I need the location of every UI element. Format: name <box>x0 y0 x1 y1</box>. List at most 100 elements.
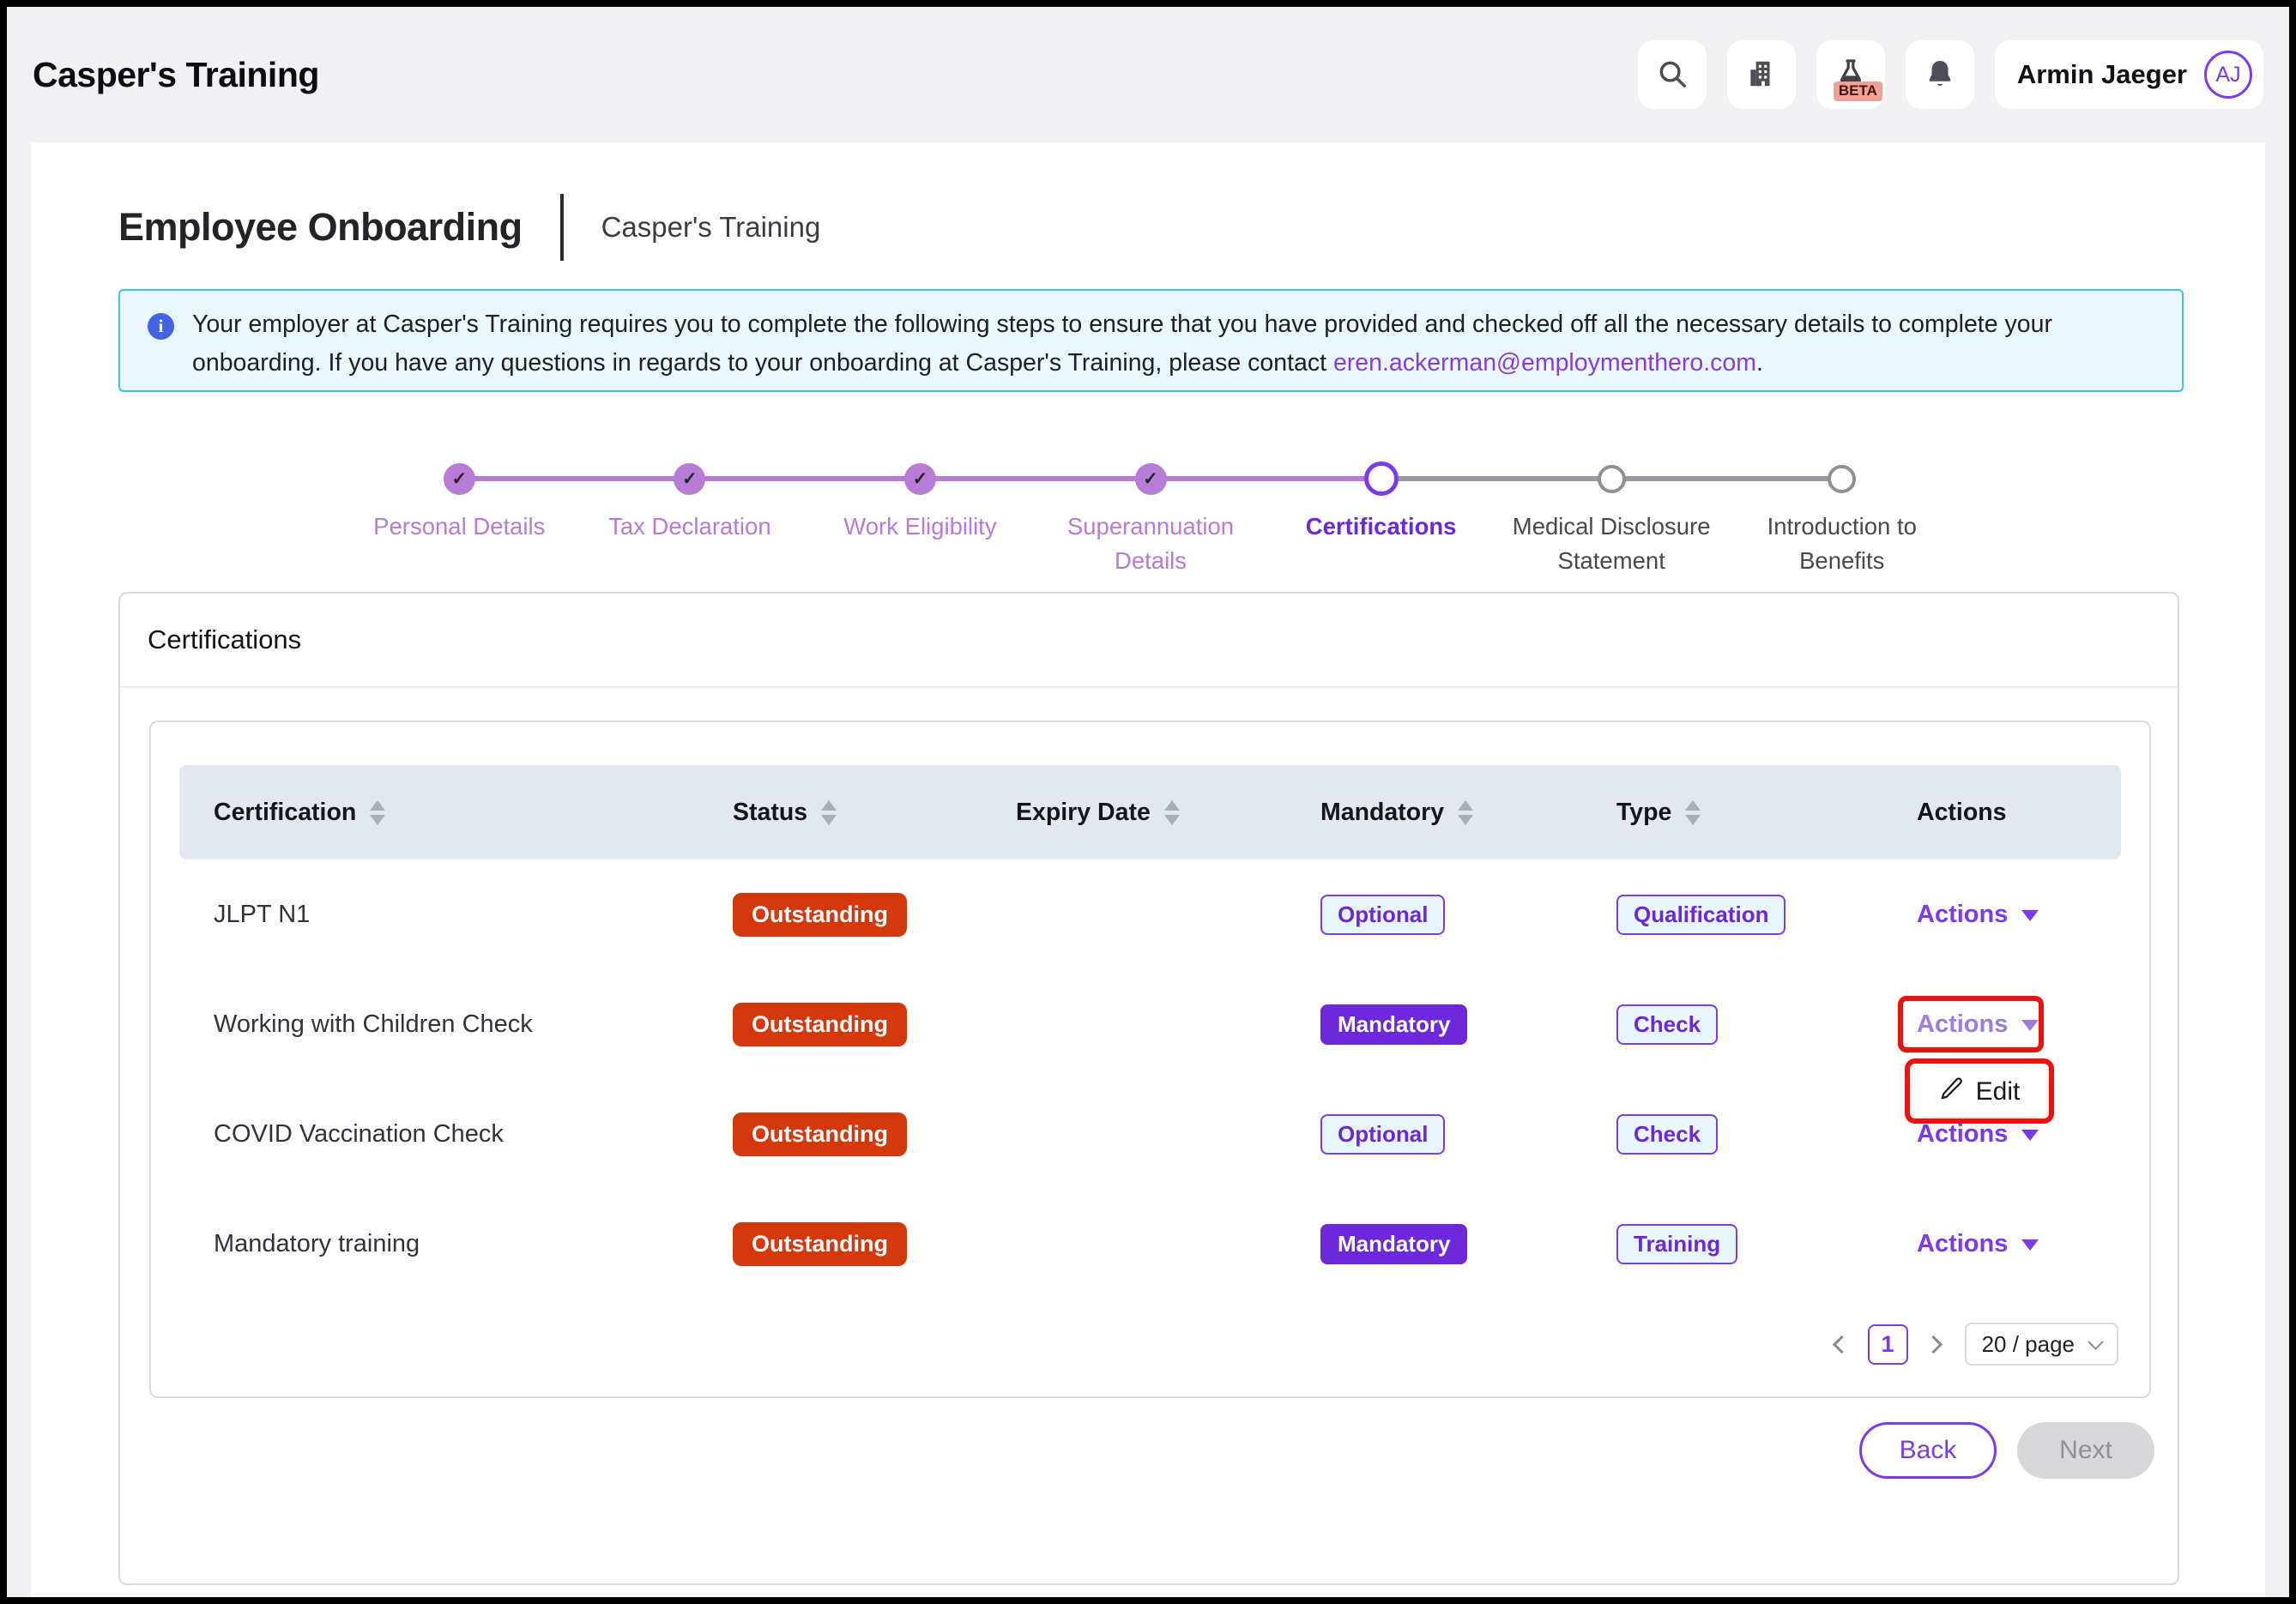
pencil-icon <box>1939 1076 1965 1108</box>
pagination: 1 20 / page <box>1828 1323 2118 1366</box>
info-icon <box>148 313 174 340</box>
table-header-row: Certification Status Expiry Date Ma <box>179 765 2121 859</box>
info-banner: Your employer at Casper's Training requi… <box>118 289 2184 392</box>
pagination-prev-button[interactable] <box>1828 1333 1852 1355</box>
page-size-select[interactable]: 20 / page <box>1964 1323 2118 1366</box>
type-badge: Check <box>1616 1004 1719 1045</box>
step-check-icon <box>443 462 475 495</box>
column-header-actions: Actions <box>1917 798 2007 826</box>
table-row: Mandatory training Outstanding Mandatory… <box>179 1189 2121 1299</box>
table-row: Working with Children Check Outstanding … <box>179 969 2121 1124</box>
organisation-button[interactable] <box>1726 40 1796 109</box>
certifications-card: Certifications Certification Status <box>118 592 2179 1585</box>
bell-icon <box>1924 57 1956 93</box>
type-badge: Training <box>1616 1223 1738 1264</box>
actions-dropdown-trigger[interactable]: Actions <box>1917 1010 2039 1039</box>
step-superannuation-details[interactable]: Superannuation Details <box>1035 460 1266 578</box>
onboarding-stepper: Personal Details Tax Declaration Work El… <box>344 460 1957 578</box>
step-personal-details[interactable]: Personal Details <box>344 460 575 578</box>
certifications-table: Certification Status Expiry Date Ma <box>149 721 2151 1398</box>
step-current-dot <box>1363 461 1399 496</box>
certification-name: COVID Vaccination Check <box>214 1119 504 1148</box>
caret-down-icon <box>2021 1130 2039 1141</box>
step-medical-disclosure: Medical Disclosure Statement <box>1495 460 1727 578</box>
step-check-icon <box>674 462 706 495</box>
column-header-status[interactable]: Status <box>733 799 1016 827</box>
column-header-type[interactable]: Type <box>1616 799 1917 827</box>
certification-name: Working with Children Check <box>214 1010 533 1038</box>
mandatory-badge: Mandatory <box>1320 1223 1468 1264</box>
table-row: COVID Vaccination Check Outstanding Opti… <box>179 1079 2121 1189</box>
step-check-icon <box>1134 462 1167 495</box>
page-head: Employee Onboarding Casper's Training <box>118 189 820 266</box>
column-header-expiry-date[interactable]: Expiry Date <box>1016 799 1320 827</box>
table-body: JLPT N1 Outstanding Optional Qualificati… <box>179 859 2121 1299</box>
actions-dropdown-trigger[interactable]: Actions <box>1917 901 2039 929</box>
step-work-eligibility[interactable]: Work Eligibility <box>805 460 1036 578</box>
step-upcoming-dot <box>1828 464 1857 493</box>
labs-button[interactable]: BETA <box>1816 40 1885 109</box>
caret-down-icon <box>2021 1020 2039 1031</box>
page-body: Employee Onboarding Casper's Training Yo… <box>31 142 2265 1597</box>
back-button[interactable]: Back <box>1859 1422 1997 1479</box>
banner-text-before: Your employer at Casper's Training requi… <box>192 311 2052 377</box>
app-title: Casper's Training <box>33 54 319 94</box>
column-header-mandatory[interactable]: Mandatory <box>1320 799 1616 827</box>
card-title-row: Certifications <box>120 594 2178 688</box>
step-certifications[interactable]: Certifications <box>1266 460 1496 578</box>
notifications-button[interactable] <box>1905 40 1974 109</box>
actions-dropdown-trigger[interactable]: Actions <box>1917 1120 2039 1149</box>
status-badge: Outstanding <box>733 1221 907 1266</box>
chevron-left-icon <box>1832 1335 1852 1354</box>
next-button[interactable]: Next <box>2017 1422 2154 1479</box>
mandatory-badge: Mandatory <box>1320 1004 1468 1045</box>
page-subtitle: Casper's Training <box>601 211 821 243</box>
search-icon <box>1656 57 1689 93</box>
topbar: Casper's Training BETA <box>7 7 2289 142</box>
pagination-next-button[interactable] <box>1924 1333 1948 1355</box>
title-divider <box>559 194 564 261</box>
pagination-page-1[interactable]: 1 <box>1867 1324 1908 1365</box>
search-button[interactable] <box>1637 40 1707 109</box>
caret-down-icon <box>2021 1239 2039 1251</box>
actions-dropdown-trigger[interactable]: Actions <box>1917 1230 2039 1258</box>
sort-icon <box>1685 799 1701 825</box>
certification-name: Mandatory training <box>214 1229 420 1257</box>
table-row: JLPT N1 Outstanding Optional Qualificati… <box>179 859 2121 969</box>
status-badge: Outstanding <box>733 892 907 937</box>
mandatory-badge: Optional <box>1320 894 1446 935</box>
step-check-icon <box>903 462 936 495</box>
section-title: Certifications <box>148 624 302 654</box>
column-header-certification[interactable]: Certification <box>214 799 733 827</box>
type-badge: Check <box>1616 1113 1719 1155</box>
step-introduction-benefits: Introduction to Benefits <box>1726 460 1957 578</box>
chevron-right-icon <box>1924 1335 1943 1354</box>
type-badge: Qualification <box>1616 894 1786 935</box>
mandatory-badge: Optional <box>1320 1113 1446 1155</box>
caret-down-icon <box>2021 910 2039 921</box>
flask-icon <box>1834 57 1867 93</box>
sort-icon <box>821 799 837 825</box>
step-upcoming-dot <box>1597 464 1626 493</box>
building-icon <box>1745 57 1778 93</box>
banner-text-after: . <box>1756 349 1763 377</box>
beta-badge: BETA <box>1833 81 1882 101</box>
status-badge: Outstanding <box>733 1002 907 1046</box>
chevron-down-icon <box>2088 1333 2104 1350</box>
actions-menu-edit-item[interactable]: Edit <box>1912 1067 2046 1117</box>
status-badge: Outstanding <box>733 1112 907 1156</box>
avatar: AJ <box>2204 51 2252 99</box>
user-menu-button[interactable]: Armin Jaeger AJ <box>1994 40 2263 109</box>
page-title: Employee Onboarding <box>118 205 523 249</box>
contact-email-link[interactable]: eren.ackerman@employmenthero.com <box>1332 349 1757 377</box>
sort-icon <box>1163 799 1180 825</box>
certification-name: JLPT N1 <box>214 900 311 928</box>
sort-icon <box>370 799 386 825</box>
app-window: Casper's Training BETA <box>7 7 2289 1597</box>
step-tax-declaration[interactable]: Tax Declaration <box>574 460 806 578</box>
info-banner-text: Your employer at Casper's Training requi… <box>192 305 2156 383</box>
topbar-actions: BETA Armin Jaeger AJ <box>1637 40 2263 109</box>
wizard-footer: Back Next <box>1859 1422 2154 1479</box>
sort-icon <box>1458 799 1474 825</box>
